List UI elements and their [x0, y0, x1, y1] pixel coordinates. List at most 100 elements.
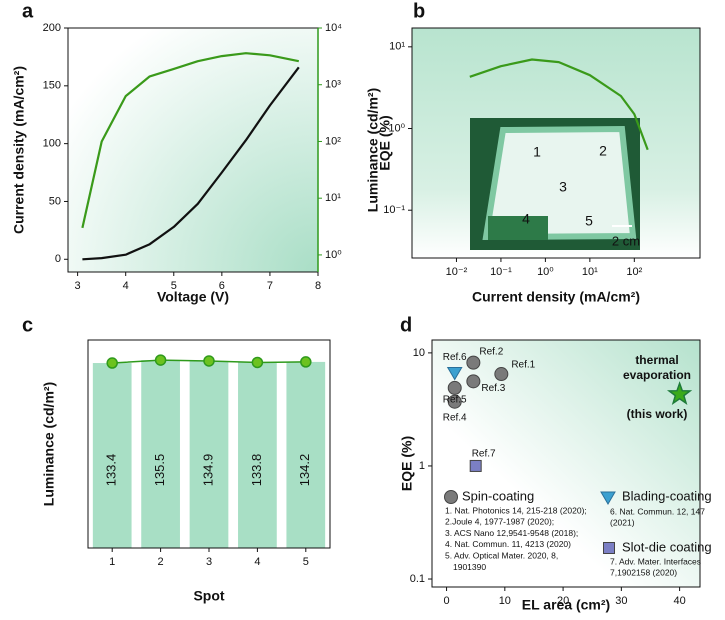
bar-value-label: 135.5 [152, 454, 167, 487]
x-tick-label: 3 [75, 280, 81, 292]
spot-marker [203, 355, 215, 367]
spot-marker [154, 354, 167, 366]
point-label: Ref.3 [481, 383, 505, 394]
x-tick-label: 5 [303, 556, 309, 568]
x-tick-label: 10¹ [582, 266, 598, 278]
x-tick-label: 5 [171, 280, 177, 292]
bar-value-label: 134.2 [297, 454, 312, 487]
legend-marker [600, 491, 616, 505]
bar-value-label: 134.9 [200, 454, 215, 487]
marker [447, 380, 462, 395]
y-tick-label: 1 [419, 460, 425, 472]
annotation: evaporation [623, 368, 691, 382]
y-axis-title: EQE (%) [377, 115, 393, 170]
point-label: Ref.1 [511, 360, 535, 371]
legend-marker [444, 490, 458, 504]
y-tick-label: 50 [49, 195, 61, 207]
x-tick-label: 7 [267, 280, 273, 292]
point-label: Ref.2 [479, 346, 503, 357]
spot-marker [251, 356, 264, 369]
y-tick-label: 200 [43, 22, 61, 34]
panel-label: a [22, 0, 34, 22]
x-axis-title: Current density (mA/cm²) [472, 289, 640, 305]
point-label: Ref.6 [443, 352, 467, 363]
bar-value-label: 133.4 [104, 454, 119, 487]
annotation: thermal [635, 353, 678, 367]
x-tick-label: 10 [499, 595, 511, 607]
x-tick-label: 10² [626, 266, 642, 278]
reference: 7. Adv. Mater. Interfaces [610, 556, 701, 566]
marker [446, 367, 463, 381]
bar [141, 360, 180, 548]
y-tick-label: 0 [55, 253, 61, 265]
spot-marker [106, 357, 118, 369]
y-tick-label: 0.1 [410, 573, 425, 585]
spot-marker [300, 356, 312, 368]
data-line [82, 66, 300, 261]
y2-tick-label: 10⁰ [325, 249, 342, 261]
y-tick-label: 10⁰ [388, 122, 405, 134]
point-label: Ref.4 [443, 412, 467, 423]
marker [466, 355, 481, 370]
x-tick-label: 4 [254, 556, 260, 568]
annotation: (this work) [627, 407, 688, 421]
y2-axis-title: Luminance (cd/m²) [365, 88, 381, 212]
y2-tick-label: 10⁴ [325, 22, 342, 34]
x-tick-label: 3 [206, 556, 212, 568]
x-tick-label: 10⁻² [446, 266, 468, 278]
reference: 7,1902158 (2020) [610, 568, 677, 578]
x-axis-title: Spot [193, 588, 224, 604]
x-tick-label: 8 [315, 280, 321, 292]
panel-label: c [22, 314, 33, 336]
plot-area [68, 28, 318, 272]
x-tick-label: 1 [109, 556, 115, 568]
plot-frame [87, 339, 331, 549]
reference: 5. Adv. Optical Mater. 2020, 8, [445, 550, 558, 560]
legend-label: Blading-coating [622, 488, 712, 503]
y2-tick-label: 10² [325, 135, 341, 147]
bar [92, 363, 132, 548]
inset-label: 3 [559, 179, 567, 195]
point-label: Ref.5 [443, 395, 467, 406]
bar [238, 362, 277, 548]
scale-bar-label: 2 cm [612, 233, 640, 248]
x-tick-label: 0 [444, 595, 450, 607]
bar [286, 361, 326, 548]
y-axis-title: EQE (%) [399, 436, 415, 491]
reference: 6. Nat. Commun. 12, 147 [610, 506, 705, 516]
marker [466, 374, 481, 389]
marker [447, 394, 462, 409]
data-line [469, 58, 649, 151]
marker [666, 381, 693, 405]
x-tick-label: 10⁻¹ [490, 266, 512, 278]
inset-label: 2 [599, 143, 607, 159]
bar-value-label: 133.8 [249, 454, 264, 487]
y-tick-label: 150 [43, 80, 61, 92]
y2-tick-label: 10³ [325, 79, 341, 91]
legend-marker [603, 542, 615, 554]
marker [469, 459, 482, 472]
x-tick-label: 20 [557, 595, 569, 607]
x-tick-label: 6 [219, 280, 225, 292]
x-tick-label: 2 [158, 556, 164, 568]
inset-label: 4 [522, 211, 530, 227]
inset-label: 1 [533, 144, 541, 160]
x-tick-label: 4 [123, 280, 129, 292]
y-tick-label: 10 [413, 347, 425, 359]
reference: 1. Nat. Photonics 14, 215-218 (2020); [445, 505, 587, 515]
panel-label: d [400, 314, 412, 336]
y2-tick-label: 10¹ [325, 192, 341, 204]
x-tick-label: 30 [615, 595, 627, 607]
inset-label: 5 [585, 213, 593, 229]
panel-label: b [413, 0, 425, 22]
data-line [81, 52, 300, 229]
y-tick-label: 10⁻¹ [383, 204, 405, 216]
reference: 1901390 [453, 562, 486, 572]
x-tick-label: 40 [673, 595, 685, 607]
reference: 3. ACS Nano 12,9541-9548 (2018); [445, 528, 578, 538]
x-axis-title: Voltage (V) [157, 289, 229, 305]
plot-frame [411, 27, 701, 259]
y-tick-label: 100 [43, 138, 61, 150]
